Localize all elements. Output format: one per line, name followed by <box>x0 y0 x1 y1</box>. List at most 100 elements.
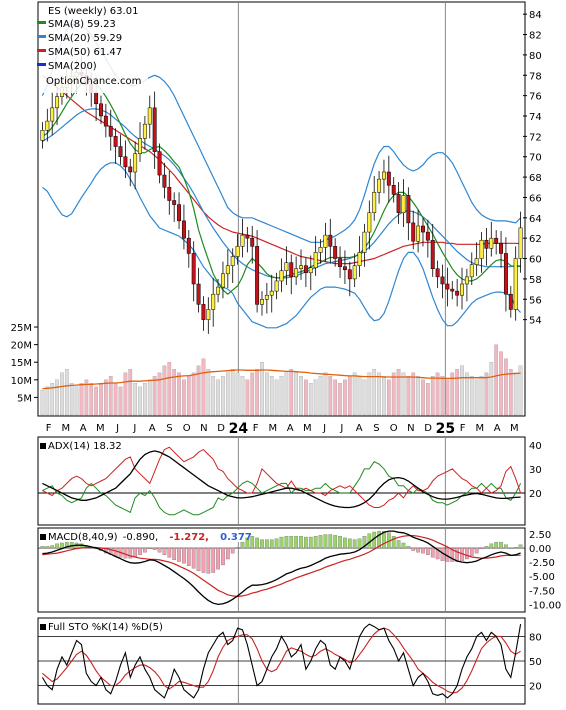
macd-histogram-bar <box>60 542 64 549</box>
candle-body <box>508 293 513 310</box>
volume-bar <box>299 376 303 416</box>
volume-tick-label: 25M <box>11 323 32 334</box>
volume-bar <box>211 376 216 416</box>
volume-bar <box>177 372 181 416</box>
candle-body <box>381 171 386 180</box>
volume-bar <box>440 376 445 416</box>
volume-average-line <box>42 369 521 390</box>
price-tick-label: 74 <box>529 112 542 123</box>
price-tick-label: 70 <box>529 153 542 164</box>
candle-body <box>103 115 108 127</box>
macd-histogram-bar <box>455 547 459 562</box>
price-tick-label: 80 <box>529 51 542 62</box>
candle-body <box>201 304 206 320</box>
volume-bar <box>274 379 279 416</box>
x-tick-label: 25 <box>436 421 455 437</box>
macd-histogram-bar <box>362 536 367 549</box>
macd-histogram-bar <box>469 547 474 556</box>
legend-sma8: SMA(8) 59.23 <box>48 19 116 30</box>
macd-tick-label: 2.50 <box>529 530 551 541</box>
x-tick-label: F <box>460 423 466 434</box>
adx-legend-swatch <box>40 443 46 449</box>
price-tick-label: 84 <box>529 10 542 21</box>
volume-bar <box>304 379 308 416</box>
price-tick-label: 68 <box>529 173 542 184</box>
volume-bar <box>138 386 142 416</box>
macd-histogram-bar <box>255 537 259 549</box>
volume-bar <box>235 372 240 416</box>
adx-tick-label: 20 <box>529 489 542 500</box>
x-tick-label: M <box>96 423 105 434</box>
x-tick-label: J <box>339 423 343 434</box>
volume-bar <box>279 376 284 416</box>
price-tick-label: 72 <box>529 132 542 143</box>
macd-histogram-bar <box>426 547 430 555</box>
macd-histogram-bar <box>191 547 196 569</box>
x-tick-label: N <box>407 423 414 434</box>
volume-bar <box>94 386 98 416</box>
adx-legend-background <box>40 439 126 451</box>
volume-bar <box>269 376 274 416</box>
sto-tick-label: 50 <box>529 657 542 668</box>
volume-bar <box>333 379 338 416</box>
macd-histogram-bar <box>45 546 50 549</box>
axis-layer: F M A M J J A S O N D 24 F M A M J J A S O N D 25 F M A M5456586062… <box>11 10 542 437</box>
candle-body <box>177 204 182 222</box>
price-tick-label: 76 <box>529 92 542 103</box>
x-tick-label: A <box>287 423 294 434</box>
candle-body <box>250 237 255 247</box>
macd-histogram-bar <box>274 538 279 549</box>
macd-histogram-bar <box>352 539 357 549</box>
volume-bar <box>474 379 479 416</box>
volume-bar <box>372 369 377 416</box>
candle-body <box>289 262 294 278</box>
candle-body <box>225 265 230 275</box>
volume-bar <box>499 351 503 416</box>
adx-plus-di-line <box>42 461 522 516</box>
macd-histogram-bar <box>269 539 274 549</box>
macd-histogram-bar <box>382 530 386 549</box>
volume-tick-label: 20M <box>11 341 32 352</box>
macd-histogram-bar <box>499 541 503 549</box>
volume-bar <box>430 376 435 416</box>
candle-body <box>333 246 338 259</box>
legend-title: ES (weekly) 63.01 <box>48 6 138 17</box>
volume-bar <box>162 365 167 416</box>
volume-bar <box>484 372 489 416</box>
volume-bar <box>143 383 147 416</box>
candle-body <box>469 264 474 278</box>
macd-histogram-bar <box>182 547 186 564</box>
volume-bar <box>513 372 518 416</box>
candle-body <box>494 237 499 244</box>
volume-tick-label: 15M <box>11 358 32 369</box>
macd-histogram-bar <box>299 536 303 549</box>
volume-bar <box>216 379 220 416</box>
sto-legend-swatch <box>40 624 46 630</box>
candle-body <box>313 252 318 268</box>
macd-histogram-bar <box>313 536 318 549</box>
volume-bar <box>260 362 264 416</box>
candle-body <box>264 294 269 300</box>
price-tick-label: 60 <box>529 255 542 266</box>
candle-body <box>372 192 377 213</box>
price-tick-label: 82 <box>529 31 542 42</box>
volume-bar <box>172 369 177 416</box>
adx-tick-label: 30 <box>529 465 542 476</box>
volume-bar <box>104 379 108 416</box>
candle-body <box>406 195 411 224</box>
candle-body <box>255 246 260 305</box>
macd-histogram-bar <box>377 530 381 549</box>
macd-histogram-bar <box>333 535 338 549</box>
macd-histogram-bar <box>411 547 416 551</box>
macd-histogram-bar <box>474 547 479 554</box>
macd-histogram-bar <box>343 537 347 549</box>
candle-body <box>440 276 445 285</box>
adx-tick-label: 40 <box>529 441 542 452</box>
volume-bar <box>45 386 50 416</box>
macd-histogram-bar <box>186 547 191 566</box>
candle-body <box>211 293 216 310</box>
macd-histogram-bar <box>396 540 401 549</box>
x-tick-label: A <box>149 423 156 434</box>
macd-histogram-bar <box>40 546 45 549</box>
volume-bar <box>250 372 255 416</box>
